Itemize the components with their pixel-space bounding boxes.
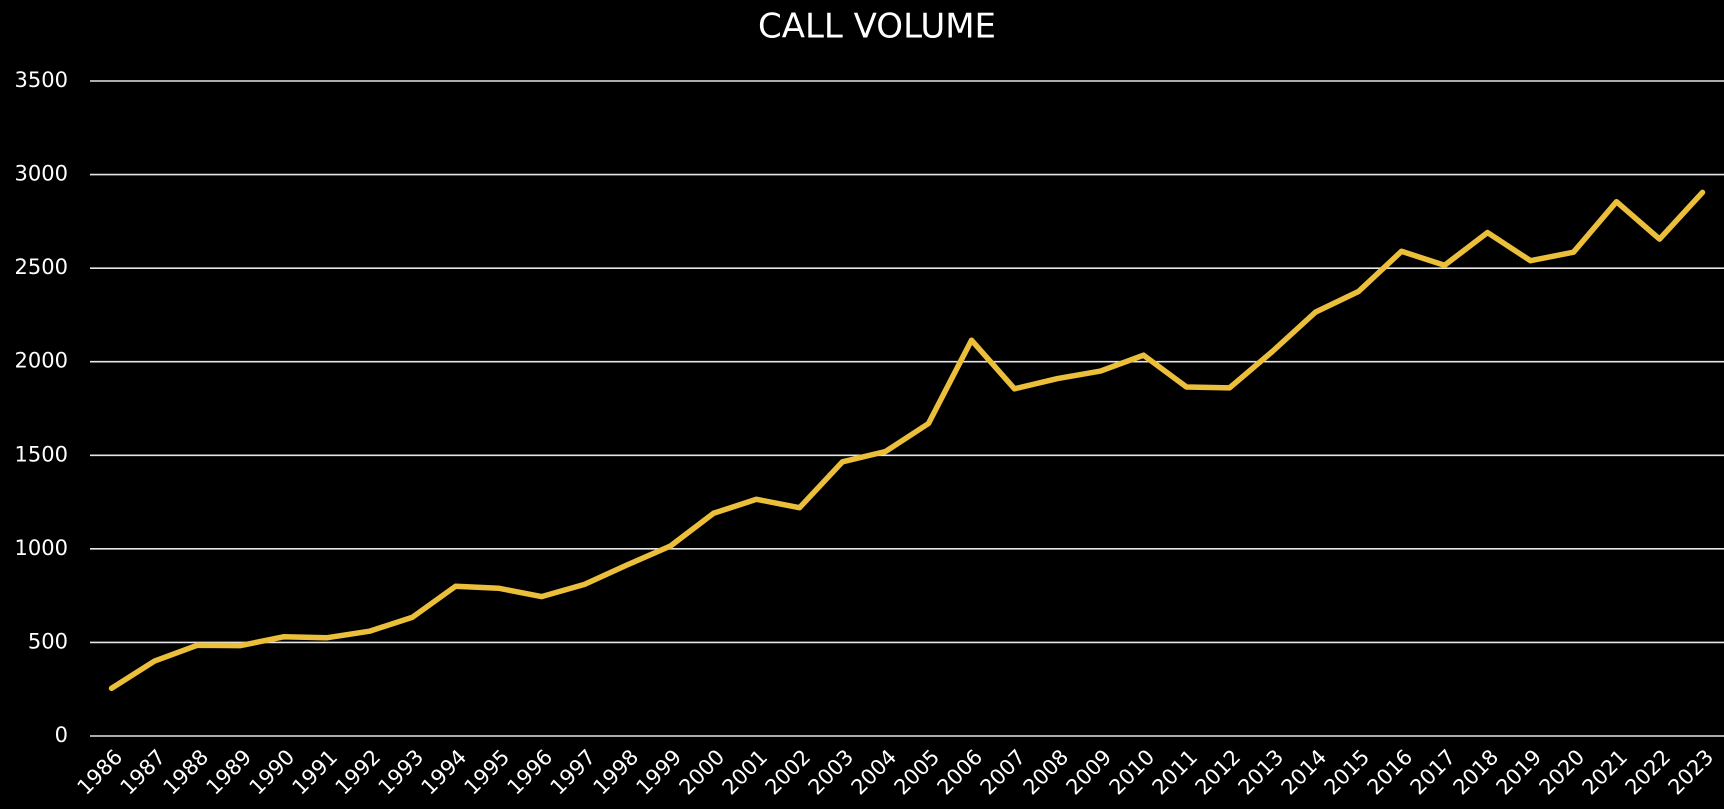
x-tick-label: 2000 bbox=[675, 745, 730, 800]
x-tick-label: 1987 bbox=[116, 745, 171, 800]
x-tick-label: 2012 bbox=[1191, 745, 1246, 800]
x-tick-label: 2023 bbox=[1664, 745, 1719, 800]
y-tick-label: 2500 bbox=[15, 255, 68, 279]
x-tick-label: 2020 bbox=[1535, 745, 1590, 800]
x-tick-label: 2017 bbox=[1406, 745, 1461, 800]
x-tick-label: 2003 bbox=[804, 745, 859, 800]
y-tick-label: 1500 bbox=[15, 442, 68, 466]
y-tick-label: 2000 bbox=[15, 349, 68, 373]
x-tick-label: 1988 bbox=[159, 745, 214, 800]
y-tick-label: 3000 bbox=[15, 162, 68, 186]
x-tick-label: 2004 bbox=[847, 745, 902, 800]
x-tick-label: 1986 bbox=[73, 745, 128, 800]
x-tick-label: 2008 bbox=[1019, 745, 1074, 800]
x-tick-label: 2010 bbox=[1105, 745, 1160, 800]
x-tick-label: 1993 bbox=[374, 745, 429, 800]
x-tick-label: 2002 bbox=[761, 745, 816, 800]
x-tick-label: 2015 bbox=[1320, 745, 1375, 800]
x-tick-label: 2007 bbox=[976, 745, 1031, 800]
x-tick-label: 2018 bbox=[1449, 745, 1504, 800]
x-tick-label: 2016 bbox=[1363, 745, 1418, 800]
x-tick-label: 1998 bbox=[589, 745, 644, 800]
x-tick-label: 1991 bbox=[288, 745, 343, 800]
x-tick-label: 2009 bbox=[1062, 745, 1117, 800]
x-tick-label: 2006 bbox=[933, 745, 988, 800]
x-tick-label: 1989 bbox=[202, 745, 257, 800]
x-tick-label: 1992 bbox=[331, 745, 386, 800]
x-tick-label: 2001 bbox=[718, 745, 773, 800]
x-tick-label: 1999 bbox=[632, 745, 687, 800]
x-tick-label: 1990 bbox=[245, 745, 300, 800]
x-tick-label: 1994 bbox=[417, 745, 472, 800]
chart-title: CALL VOLUME bbox=[758, 7, 996, 47]
x-tick-label: 1995 bbox=[460, 745, 515, 800]
y-tick-label: 0 bbox=[55, 723, 68, 747]
x-tick-label: 2019 bbox=[1492, 745, 1547, 800]
x-tick-label: 2005 bbox=[890, 745, 945, 800]
x-tick-label: 2022 bbox=[1621, 745, 1676, 800]
y-tick-label: 3500 bbox=[15, 68, 68, 92]
x-tick-label: 2011 bbox=[1148, 745, 1203, 800]
x-tick-label: 1996 bbox=[503, 745, 558, 800]
y-tick-label: 500 bbox=[28, 629, 68, 653]
y-tick-label: 1000 bbox=[15, 536, 68, 560]
x-tick-label: 2021 bbox=[1578, 745, 1633, 800]
x-tick-label: 2013 bbox=[1234, 745, 1289, 800]
x-tick-label: 2014 bbox=[1277, 745, 1332, 800]
x-tick-label: 1997 bbox=[546, 745, 601, 800]
data-line bbox=[108, 189, 1706, 692]
